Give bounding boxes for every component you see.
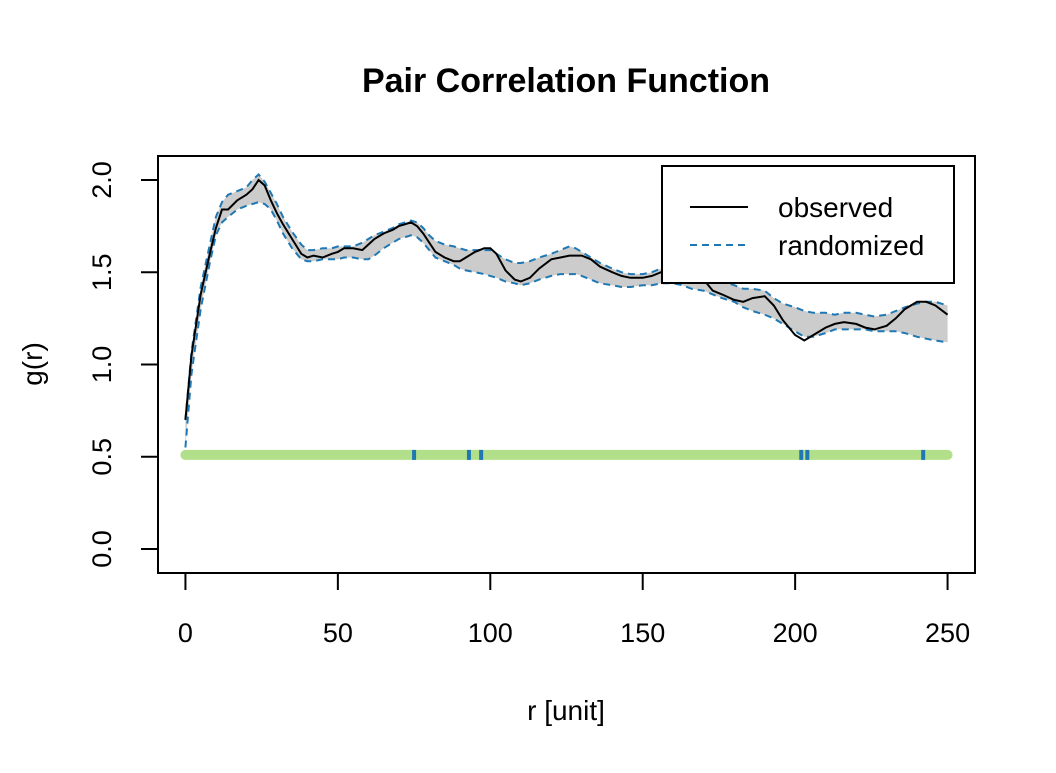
x-tick-label: 200 <box>773 618 818 648</box>
x-tick-label: 0 <box>178 618 193 648</box>
y-axis: 0.0 0.5 1.0 1.5 2.0 <box>87 161 159 568</box>
envelope-fill <box>185 174 948 448</box>
x-tick-label: 150 <box>620 618 665 648</box>
y-tick-label: 1.0 <box>87 346 117 384</box>
chart-title: Pair Correlation Function <box>362 62 770 100</box>
x-axis: 0 50 100 150 200 250 <box>178 572 970 648</box>
legend-observed-label: observed <box>778 192 893 223</box>
observed-line <box>184 178 949 420</box>
plot-area <box>180 173 953 460</box>
legend-randomized-label: randomized <box>778 230 924 261</box>
legend-box <box>661 165 955 284</box>
y-tick-label: 1.5 <box>87 253 117 291</box>
y-tick-label: 2.0 <box>87 161 117 199</box>
y-axis-label: g(r) <box>17 342 48 386</box>
x-tick-label: 250 <box>925 618 970 648</box>
x-tick-label: 100 <box>468 618 513 648</box>
x-tick-label: 50 <box>323 618 353 648</box>
y-tick-label: 0.5 <box>87 438 117 476</box>
legend: observed randomized <box>661 165 955 284</box>
x-axis-label: r [unit] <box>527 695 605 726</box>
randomized-lower-line <box>184 201 948 448</box>
y-tick-label: 0.0 <box>87 530 117 568</box>
randomized-upper-line <box>184 173 948 420</box>
